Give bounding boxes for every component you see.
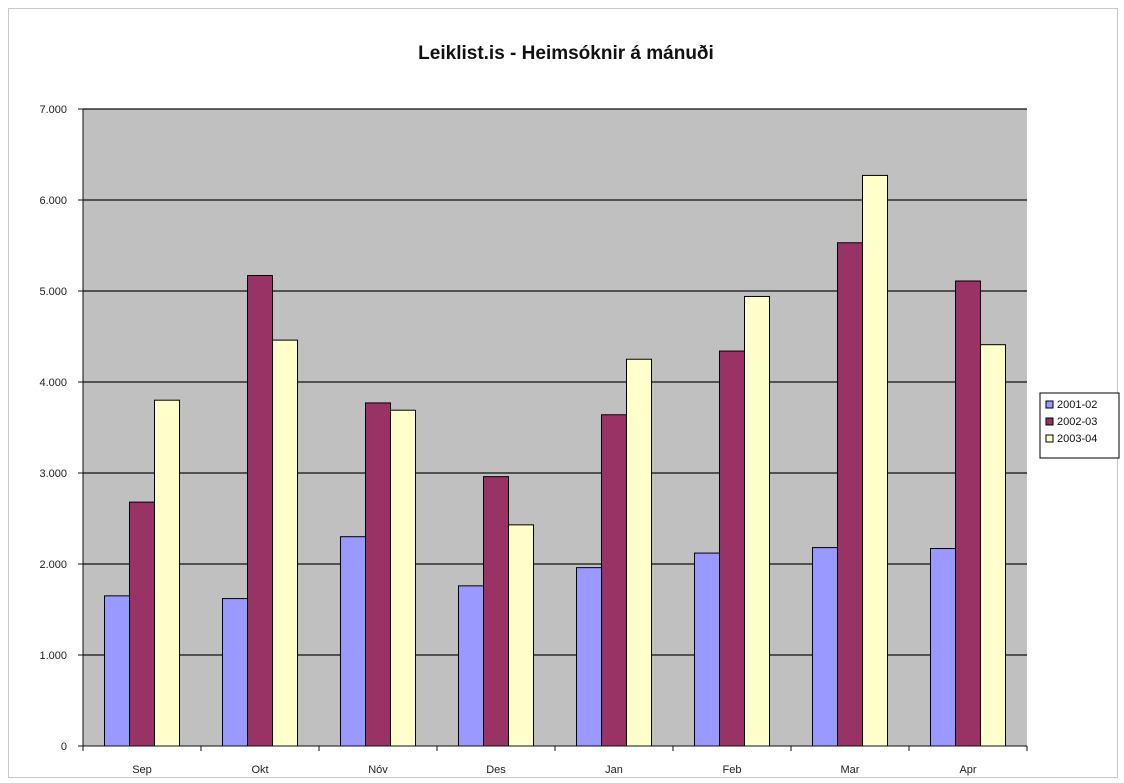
legend-swatch <box>1045 400 1054 409</box>
y-tick-label: 5.000 <box>39 286 67 298</box>
x-tick-label: Mar <box>841 764 860 776</box>
bar-2001-02-Okt <box>222 598 248 747</box>
bar-2003-04-Des <box>508 524 534 747</box>
bar-2003-04-Feb <box>744 295 770 747</box>
bar-2003-04-Sep <box>154 399 180 747</box>
bar-2002-03-Mar <box>837 242 863 747</box>
bar-2001-02-Mar <box>812 547 838 747</box>
y-axis: 0 1.000 2.000 3.000 4.000 5.000 6.000 7.000 <box>39 104 84 753</box>
y-tick-label: 6.000 <box>39 195 67 207</box>
bar-2003-04-Nóv <box>390 409 416 747</box>
bar-2001-02-Nóv <box>340 536 366 747</box>
bar-2002-03-Des <box>483 476 509 747</box>
bar-2002-03-Sep <box>129 501 155 747</box>
bar-2002-03-Feb <box>719 350 745 747</box>
y-tick-label: 3.000 <box>39 468 67 480</box>
legend-label: 2002-03 <box>1057 416 1097 428</box>
bar-2003-04-Apr <box>980 344 1006 747</box>
y-tick-label: 4.000 <box>39 377 67 389</box>
bar-2001-02-Sep <box>104 595 130 747</box>
bar-2001-02-Jan <box>576 567 602 747</box>
chart-title: Leiklist.is - Heimsóknir á mánuði <box>418 43 714 64</box>
x-tick-label: Okt <box>251 764 268 776</box>
legend-label: 2001-02 <box>1057 399 1097 411</box>
x-tick-label: Jan <box>605 764 623 776</box>
bar-2001-02-Apr <box>930 548 956 747</box>
y-tick-label: 7.000 <box>39 104 67 116</box>
bar-2002-03-Nóv <box>365 402 391 747</box>
x-tick-label: Feb <box>723 764 742 776</box>
y-tick-label: 0 <box>61 741 67 753</box>
x-tick-label: Apr <box>959 764 976 776</box>
legend-swatch <box>1045 434 1054 443</box>
y-tick-label: 2.000 <box>39 559 67 571</box>
bar-2002-03-Jan <box>601 414 627 747</box>
bar-2001-02-Feb <box>694 552 720 747</box>
bar-2003-04-Jan <box>626 358 652 747</box>
x-axis: Sep Okt Nóv Des Jan Feb Mar Apr <box>82 745 1028 776</box>
bar-2002-03-Apr <box>955 280 981 747</box>
x-tick-label: Sep <box>132 764 152 776</box>
x-tick-label: Des <box>486 764 506 776</box>
legend-swatch <box>1045 417 1054 426</box>
legend-label: 2003-04 <box>1057 433 1097 445</box>
legend: 2001-02 2002-03 2003-04 <box>1039 392 1120 459</box>
bar-2003-04-Mar <box>862 174 888 747</box>
y-tick-label: 1.000 <box>39 650 67 662</box>
bar-2001-02-Des <box>458 585 484 747</box>
bar-2003-04-Okt <box>272 339 298 747</box>
bar-2002-03-Okt <box>247 275 273 747</box>
x-tick-label: Nóv <box>368 764 388 776</box>
